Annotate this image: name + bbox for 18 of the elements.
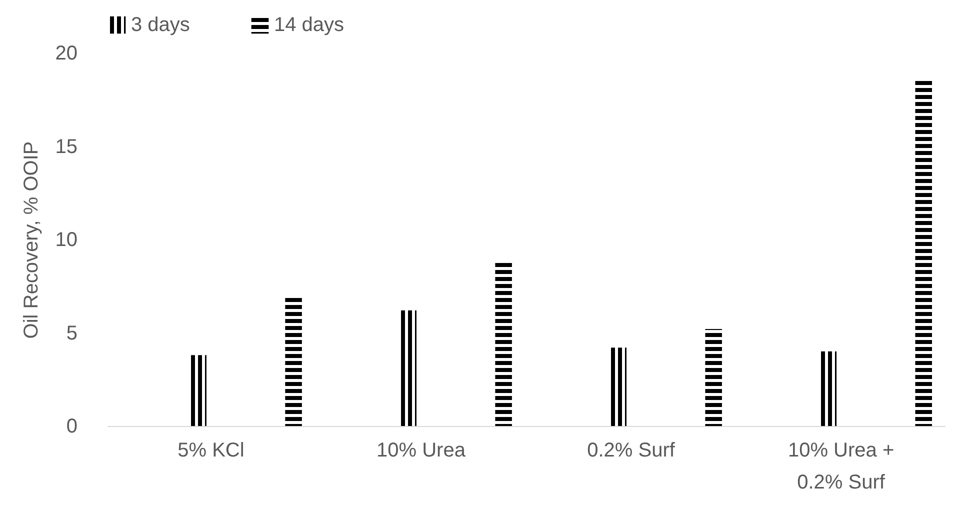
legend-label: 3 days [131,14,190,36]
bar [915,80,932,426]
y-tick-label: 0 [66,416,78,438]
x-tick-label: 0.2% Surf [587,440,676,462]
x-tick-label: 10% Urea + 0.2% Surf [788,440,894,494]
y-tick-label: 10 [55,229,78,251]
bar [820,351,837,426]
x-tick-label: 5% KCl [178,440,244,462]
bar [610,348,626,426]
bar [400,310,416,426]
y-tick-label: 15 [55,136,78,158]
bar [190,355,206,426]
bar [705,329,722,426]
x-tick-label: 10% Urea [376,440,466,462]
y-tick-label: 5 [66,322,78,344]
y-axis-title: Oil Recovery, % OOIP [20,141,42,339]
legend-label: 14 days [274,14,344,36]
y-tick-label: 20 [55,42,78,64]
